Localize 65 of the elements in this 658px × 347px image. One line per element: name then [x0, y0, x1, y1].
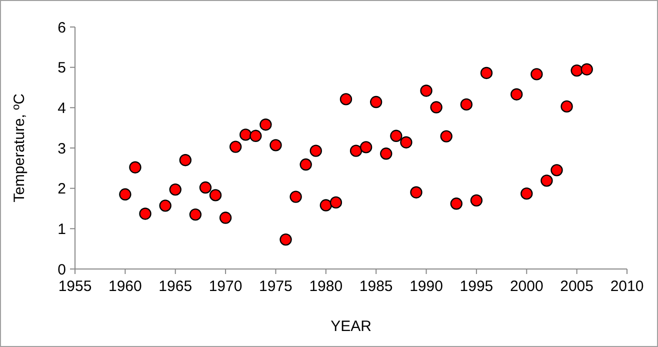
point [480, 66, 493, 80]
point [330, 196, 342, 209]
y-tick-label: 6 [58, 19, 66, 36]
x-axis-title: YEAR [330, 318, 372, 335]
point [440, 130, 452, 142]
x-tick-label: 2005 [560, 278, 594, 295]
y-tick-label: 2 [58, 180, 66, 198]
x-tick-label: 1970 [208, 278, 242, 295]
point [179, 154, 192, 166]
point [360, 141, 372, 154]
point [510, 88, 523, 100]
y-tick-label: 1 [58, 220, 66, 238]
point [560, 100, 573, 113]
point [460, 98, 473, 111]
point [119, 188, 132, 200]
point [380, 148, 392, 160]
x-tick-label: 2010 [610, 278, 644, 295]
x-tick-label: 1985 [359, 278, 393, 295]
point [430, 101, 442, 114]
point [159, 200, 172, 212]
x-tick-label: 2000 [510, 278, 544, 295]
y-tick-label: 5 [58, 60, 66, 77]
point [270, 139, 282, 152]
point [139, 208, 152, 220]
point [570, 64, 583, 77]
y-tick-label: 3 [58, 140, 66, 158]
point [350, 144, 362, 157]
point [530, 68, 543, 80]
point [199, 181, 212, 194]
point [310, 144, 322, 157]
point [189, 208, 202, 221]
x-tick-label: 1960 [108, 278, 142, 295]
x-tick-label: 1965 [158, 278, 192, 295]
point [550, 164, 563, 176]
point [169, 183, 182, 196]
point [370, 96, 382, 108]
point [290, 190, 302, 203]
point [129, 161, 142, 174]
point [340, 93, 352, 106]
point [250, 130, 262, 142]
point [540, 174, 553, 187]
point [219, 212, 232, 224]
point [229, 140, 242, 153]
y-axis-title: Temperature, ºC [11, 93, 28, 202]
point [470, 194, 483, 207]
point [280, 233, 292, 246]
x-tick-label: 1990 [410, 278, 443, 295]
point [450, 198, 462, 210]
point [410, 186, 422, 198]
x-tick-label: 1975 [259, 278, 292, 295]
x-tick-label: 1980 [309, 278, 343, 295]
point [260, 118, 272, 131]
point [420, 84, 432, 97]
point [390, 130, 402, 142]
point [400, 136, 412, 148]
point [240, 128, 252, 141]
x-tick-label: 1955 [58, 278, 92, 295]
point [209, 189, 222, 202]
point [580, 63, 593, 76]
point [320, 199, 332, 212]
x-tick-label: 1995 [460, 278, 494, 295]
y-tick-label: 4 [58, 100, 66, 117]
point [300, 158, 312, 171]
y-tick-label: 0 [58, 261, 66, 278]
point [520, 187, 533, 200]
